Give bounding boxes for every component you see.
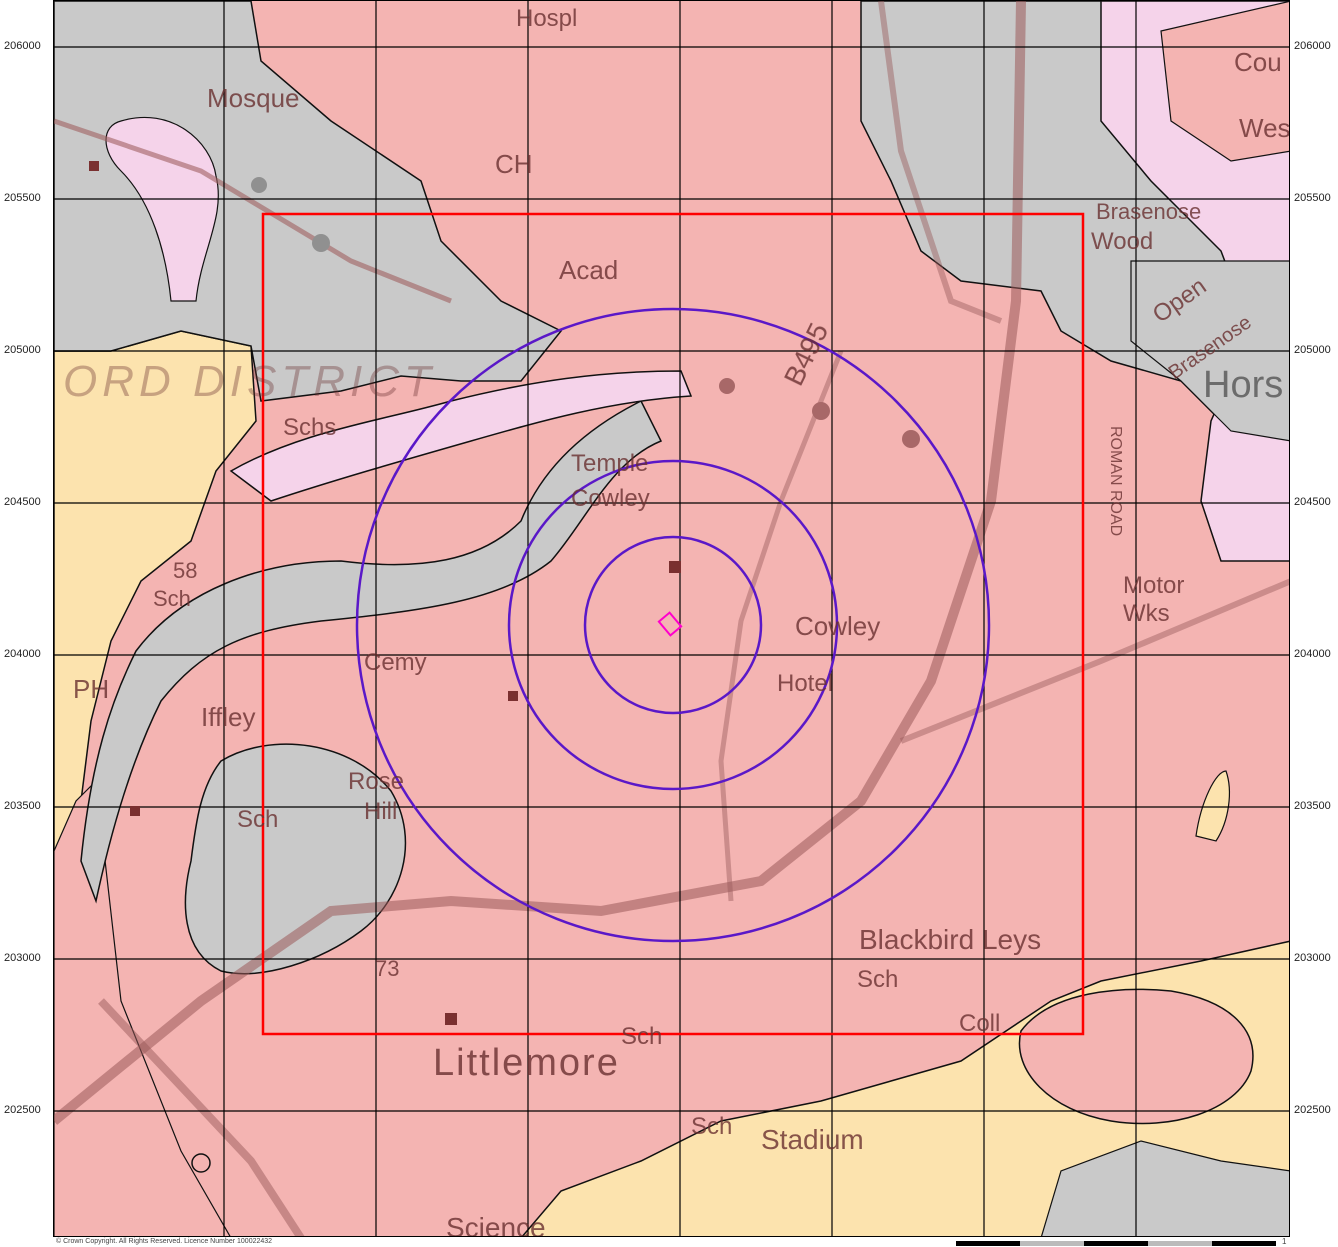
grid-label-204500-right: 204500: [1294, 496, 1331, 508]
terrace-lens-nw: [105, 116, 219, 302]
label-stadium: Stadium: [761, 1124, 864, 1155]
label-iffley: Iffley: [201, 702, 255, 732]
made-ground-ne-corner: [1160, 1, 1289, 162]
station-icon: [251, 177, 267, 193]
label-mosque: Mosque: [207, 83, 300, 113]
grid-label-203500-right: 203500: [1294, 800, 1331, 812]
road-nw: [54, 118, 452, 304]
label-hospital: Hospl: [516, 5, 577, 32]
label-cemy: Cemy: [364, 649, 427, 676]
scale-segment: [1212, 1241, 1276, 1246]
label-district: ORD DISTRICT: [63, 357, 436, 406]
scale-end-label: 1: [1282, 1237, 1287, 1246]
grid-label-202500-left: 202500: [4, 1104, 41, 1116]
grid-label-203000-left: 203000: [4, 952, 41, 964]
label-hotel: Hotel: [777, 670, 833, 697]
roundabout-icon: [191, 1153, 211, 1173]
grid-label-204500-left: 204500: [4, 496, 41, 508]
label-coll: Coll: [959, 1010, 1000, 1037]
scale-segment: [1020, 1241, 1084, 1246]
alluvium-lens: [1195, 770, 1231, 842]
grid-label-204000-right: 204000: [1294, 648, 1331, 660]
church-icon: [130, 806, 140, 816]
label-cou: Cou: [1234, 47, 1282, 77]
grid-lines: [54, 1, 1289, 1236]
grid-label-205500-right: 205500: [1294, 192, 1331, 204]
label-ph: PH: [73, 674, 109, 704]
grid-label-206000-left: 206000: [4, 40, 41, 52]
buffer-ring-inner: [583, 535, 763, 715]
label-brasenose: Brasenose: [1096, 199, 1201, 224]
map-symbols: [89, 161, 920, 1173]
label-schs: Schs: [283, 414, 336, 441]
geology-map[interactable]: Hospl Mosque CH Acad ORD DISTRICT Schs T…: [53, 0, 1290, 1237]
label-hill: Hill: [364, 798, 397, 825]
study-area-box: [261, 212, 1085, 1036]
church-icon: [508, 691, 518, 701]
label-wks: Wks: [1123, 600, 1170, 627]
label-acad: Acad: [559, 255, 618, 285]
site-outline: [657, 611, 683, 637]
church-icon: [669, 561, 681, 573]
label-sch-stadium: Sch: [691, 1113, 732, 1140]
label-motor: Motor: [1123, 572, 1184, 599]
clay-band: [80, 399, 663, 904]
station-icon: [719, 378, 735, 394]
grid-label-203000-right: 203000: [1294, 952, 1331, 964]
label-58: 58: [173, 558, 197, 583]
ring-road: [54, 1, 1026, 1125]
scale-bar: [956, 1238, 1276, 1247]
buffer-rings: [355, 307, 991, 943]
label-wes: Wes: [1239, 113, 1290, 143]
label-73: 73: [375, 956, 399, 981]
buffer-ring-outer: [355, 307, 991, 943]
station-icon: [812, 402, 830, 420]
label-sch-bl: Sch: [857, 966, 898, 993]
grid-label-205000-right: 205000: [1294, 344, 1331, 356]
grid-label-205500-left: 205500: [4, 192, 41, 204]
map-canvas: Hospl Mosque CH Acad ORD DISTRICT Schs T…: [54, 1, 1290, 1237]
label-sch-lm: Sch: [621, 1023, 662, 1050]
label-blackbird-leys: Blackbird Leys: [859, 924, 1041, 955]
grid-label-202500-right: 202500: [1294, 1104, 1331, 1116]
road-sw: [98, 998, 305, 1236]
label-wood: Wood: [1091, 228, 1153, 255]
place-labels: Hospl Mosque CH Acad ORD DISTRICT Schs T…: [63, 5, 1290, 1237]
station-icon: [312, 234, 330, 252]
grid-label-205000-left: 205000: [4, 344, 41, 356]
buffer-ring-middle: [507, 459, 839, 791]
clay-south-east: [1040, 1140, 1289, 1236]
scale-segment: [1084, 1241, 1148, 1246]
grid-label-203500-left: 203500: [4, 800, 41, 812]
label-sch-rosehill: Sch: [237, 806, 278, 833]
road-b495: [718, 350, 844, 902]
church-icon: [89, 161, 99, 171]
label-cowley: Cowley: [795, 611, 880, 641]
label-ch: CH: [495, 149, 533, 179]
station-icon: [902, 430, 920, 448]
grid-label-204000-left: 204000: [4, 648, 41, 660]
church-icon: [445, 1013, 457, 1025]
label-rose: Rose: [348, 768, 404, 795]
scale-segment: [1148, 1241, 1212, 1246]
railway-east: [899, 578, 1289, 744]
label-temple: Temple: [571, 450, 648, 477]
label-temple-cowley: Cowley: [571, 485, 650, 512]
label-littlemore: Littlemore: [433, 1042, 620, 1084]
clay-rose-hill: [184, 743, 407, 975]
road-ne: [878, 1, 1003, 324]
label-roman-road: ROMAN ROAD: [1107, 426, 1124, 536]
label-hors: Hors: [1203, 364, 1283, 406]
label-sch-58: Sch: [153, 586, 191, 611]
copyright-notice: © Crown Copyright. All Rights Reserved. …: [56, 1238, 273, 1245]
scale-segment: [956, 1241, 1020, 1246]
grid-label-206000-right: 206000: [1294, 40, 1331, 52]
label-science: Science: [446, 1212, 546, 1237]
